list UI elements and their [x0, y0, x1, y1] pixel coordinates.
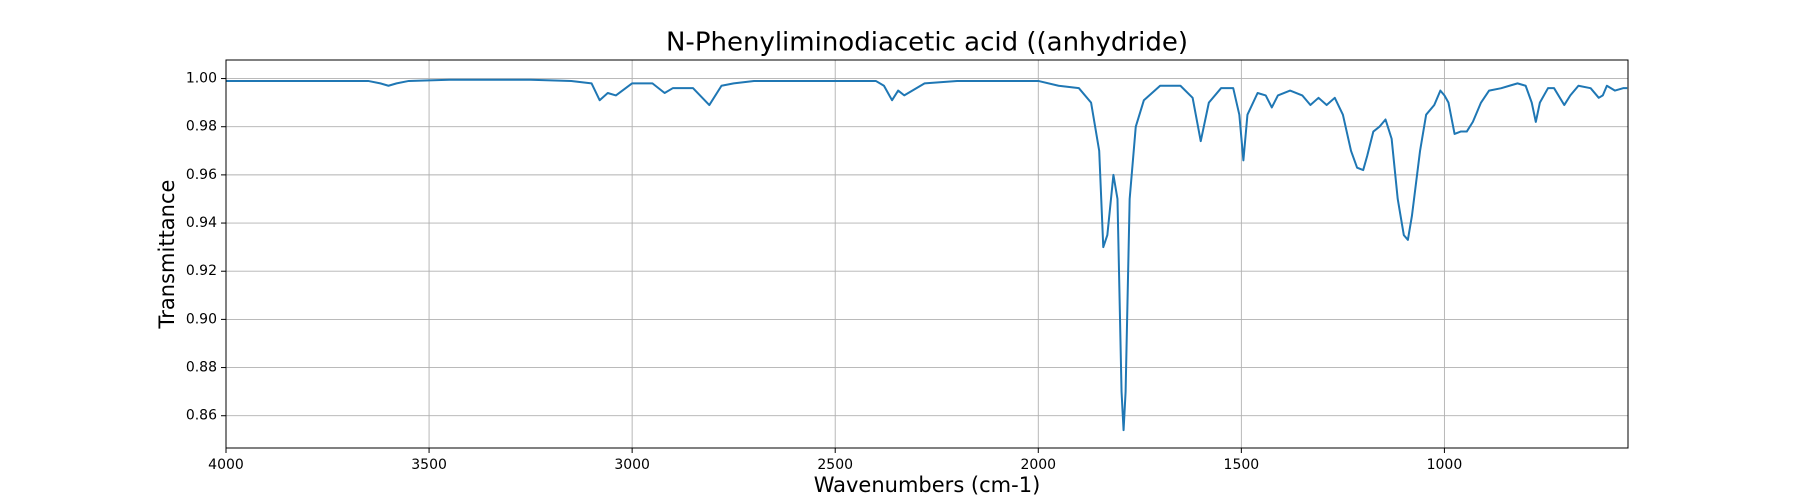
- x-tick-label: 3500: [411, 457, 447, 473]
- chart-title: N-Phenyliminodiacetic acid ((anhydride): [666, 28, 1188, 58]
- x-tick-label: 4000: [208, 457, 244, 473]
- y-tick-label: 0.96: [186, 167, 217, 183]
- y-tick-label: 0.90: [186, 311, 217, 327]
- y-tick-label: 1.00: [186, 71, 217, 87]
- y-tick-label: 0.88: [186, 360, 217, 376]
- y-tick-label: 0.94: [186, 215, 217, 231]
- y-tick-label: 0.98: [186, 119, 217, 135]
- spectrum-line: [226, 78, 1628, 432]
- x-tick-label: 3000: [614, 457, 650, 473]
- plot-frame: [225, 59, 1629, 449]
- x-tick-label: 2500: [817, 457, 853, 473]
- y-tick-label: 0.92: [186, 263, 217, 279]
- y-axis-label: Transmittance: [155, 180, 179, 330]
- x-tick-label: 1000: [1427, 457, 1463, 473]
- y-tick-label: 0.86: [186, 408, 217, 424]
- x-axis-label: Wavenumbers (cm-1): [814, 473, 1041, 497]
- x-tick-label: 1500: [1224, 457, 1260, 473]
- x-tick-label: 2000: [1020, 457, 1056, 473]
